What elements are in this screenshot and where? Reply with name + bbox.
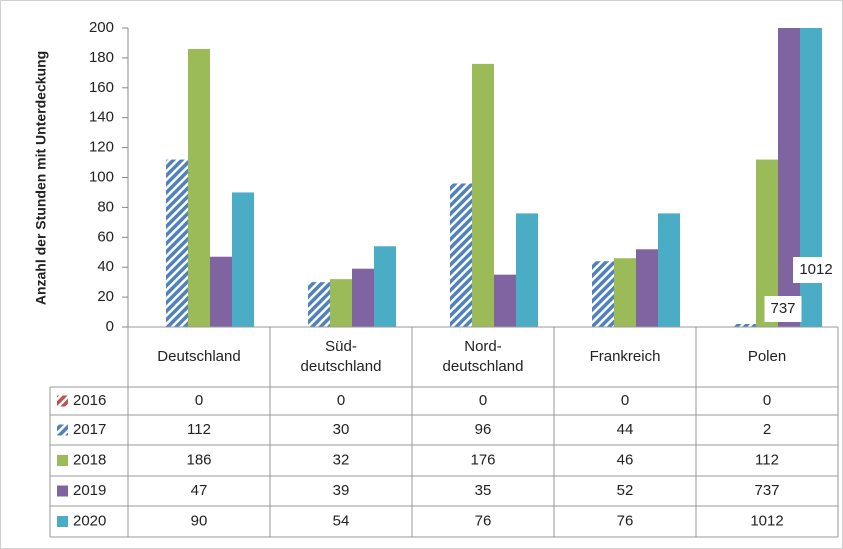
table-value: 54 [333,512,350,529]
table-value: 76 [617,512,634,529]
value-label: 1012 [799,261,832,278]
table-value: 76 [475,512,492,529]
table-value: 96 [475,421,492,438]
table-value: 737 [754,482,779,499]
y-tick-label: 160 [89,79,114,96]
x-tick-label-line: deutschland [301,358,382,375]
y-tick-label: 140 [89,109,114,126]
bars [166,28,822,328]
bar [516,213,538,327]
x-tick-label: Frankreich [590,348,661,365]
table-value: 186 [186,451,211,468]
bar [472,63,494,327]
x-tick-label-line: Polen [748,348,786,365]
y-tick-label: 0 [106,318,114,335]
y-tick-label: 20 [97,288,114,305]
table-value: 0 [479,392,487,409]
x-tick-label-line: deutschland [443,358,524,375]
table-value: 30 [333,421,350,438]
bar [308,282,330,327]
value-label: 737 [770,300,795,317]
table-value: 46 [617,451,634,468]
table-value: 0 [337,392,345,409]
y-tick-label: 180 [89,49,114,66]
legend-swatch [57,485,68,497]
y-tick-label: 200 [89,19,114,36]
table-value: 52 [617,482,634,499]
value-label-box [764,296,802,322]
table-value: 44 [617,421,634,438]
legend-label: 2018 [73,451,106,468]
bar [166,159,188,327]
y-tick-label: 100 [89,168,114,185]
legend-label: 2017 [73,421,106,438]
x-tick-label: Süd-deutschland [301,338,382,375]
table-value: 90 [191,512,208,529]
x-tick-label: Polen [748,348,786,365]
y-tick-label: 60 [97,228,114,245]
x-tick-label-line: Süd- [325,338,357,355]
table-value: 176 [470,451,495,468]
bar [734,324,756,327]
table-value: 0 [621,392,629,409]
bar [614,258,636,327]
table-value: 47 [191,482,208,499]
legend-swatch [57,395,68,407]
y-tick-label: 80 [97,198,114,215]
x-tick-label: Nord-deutschland [443,338,524,375]
x-tick-label: Deutschland [157,348,240,365]
bar [374,246,396,327]
bar [494,274,516,327]
y-axis-label: Anzahl der Stunden mit Unterdeckung [33,51,49,305]
bar [658,213,680,327]
y-tick-label: 120 [89,139,114,156]
bar [592,261,614,327]
legend-swatch [57,424,68,436]
bar [756,159,778,327]
legend-label: 2016 [73,392,106,409]
x-tick-label-line: Nord- [464,338,502,355]
bar [800,28,822,327]
bar [778,28,800,327]
table-value: 2 [763,421,771,438]
legend-label: 2020 [73,512,106,529]
bar [232,192,254,327]
table-value: 112 [187,421,211,438]
table-value: 1012 [750,512,783,529]
legend-swatch [57,455,68,466]
legend-label: 2019 [73,482,106,499]
bar [450,183,472,327]
x-tick-label-line: Frankreich [590,348,661,365]
bar [352,268,374,327]
x-tick-label-line: Deutschland [157,348,240,365]
bar [330,279,352,327]
table-value: 35 [475,482,492,499]
y-tick-label: 40 [97,258,114,275]
value-label-box [793,257,839,283]
bar [210,256,232,327]
legend-swatch [57,516,68,527]
bar [636,249,658,327]
table-value: 32 [333,451,350,468]
bar [188,48,210,328]
table-value: 0 [763,392,771,409]
table-value: 39 [333,482,350,499]
table-value: 112 [755,451,779,468]
table-value: 0 [195,392,203,409]
